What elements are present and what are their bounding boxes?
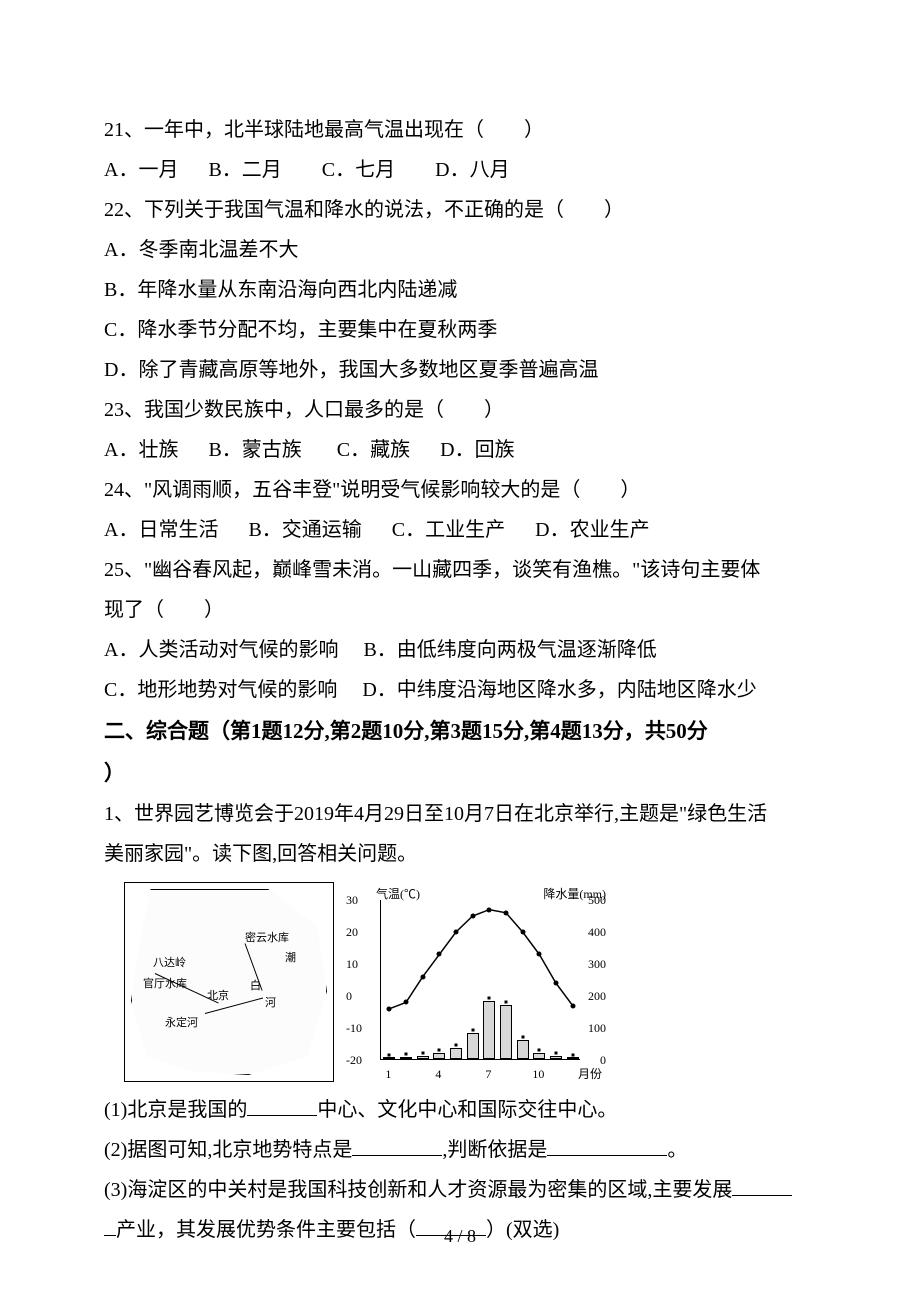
- q22-text: 22、下列关于我国气温和降水的说法，不正确的是（ ）: [104, 190, 816, 230]
- temp-tick: 10: [346, 958, 358, 970]
- cq1-l2: 美丽家园"。读下图,回答相关问题。: [104, 834, 816, 874]
- q25-l2: 现了（ ）: [104, 590, 816, 630]
- q25-l1: 25、"幽谷春风起，巅峰雪未消。一山藏四季，谈笑有渔樵。"该诗句主要体: [104, 550, 816, 590]
- temp-tick: -10: [346, 1022, 362, 1034]
- temp-point: [420, 974, 425, 979]
- cq1-p1a: (1)北京是我国的: [104, 1099, 247, 1121]
- temp-point: [520, 930, 525, 935]
- temp-point: [404, 1000, 409, 1005]
- label-bai: 白: [250, 981, 261, 992]
- q25-c: C．地形地势对气候的影响: [104, 679, 337, 701]
- label-he: 河: [265, 998, 276, 1009]
- temp-point: [470, 914, 475, 919]
- label-miyun: 密云水库: [245, 933, 289, 944]
- label-yongding: 永定河: [165, 1018, 198, 1029]
- blank-1[interactable]: [247, 1096, 317, 1116]
- cq1-p1: (1)北京是我国的 中心、文化中心和国际交往中心。: [104, 1090, 816, 1130]
- temp-tick: 20: [346, 926, 358, 938]
- section2-heading: 二、综合题（第1题12分,第2题10分,第3题15分,第4题13分，共50分 ）: [104, 710, 816, 794]
- q21-d: D．八月: [435, 159, 509, 181]
- precip-tick: 100: [588, 1022, 606, 1034]
- label-badaling: 八达岭: [153, 958, 186, 969]
- q21-b: B．二月: [208, 159, 281, 181]
- q25-d: D．中纬度沿海地区降水多，内陆地区降水少: [362, 679, 756, 701]
- temp-point: [387, 1006, 392, 1011]
- cq1-p3b: 产业，其发展优势条件主要包括（: [116, 1219, 416, 1241]
- temp-point: [437, 952, 442, 957]
- chart-plot-area: [380, 900, 580, 1060]
- climate-chart: 气温(℃) 降水量(mm) 月份 3020100-10-205004003002…: [346, 882, 606, 1082]
- q23-c: C．藏族: [337, 439, 410, 461]
- q21-c: C．七月: [322, 159, 395, 181]
- page-number: 4 / 8: [444, 1218, 476, 1254]
- cq1-p2b: ,判断依据是: [442, 1139, 547, 1161]
- month-tick: 10: [532, 1068, 544, 1080]
- cq1-l1: 1、世界园艺博览会于2019年4月29日至10月7日在北京举行,主题是"绿色生活: [104, 794, 816, 834]
- temp-point: [487, 907, 492, 912]
- q23-d: D．回族: [440, 439, 514, 461]
- q21-a: A．一月: [104, 159, 178, 181]
- figures-row: 密云水库 八达岭 官厅水库 北京 永定河 潮 白 河 气温(℃) 降水量(mm)…: [124, 882, 816, 1082]
- cq1-p2: (2)据图可知,北京地势特点是 ,判断依据是 。: [104, 1130, 816, 1170]
- temp-point: [454, 930, 459, 935]
- q24-d: D．农业生产: [535, 519, 649, 541]
- cq1-p1b: 中心、文化中心和国际交往中心。: [317, 1099, 617, 1121]
- q24-text: 24、"风调雨顺，五谷丰登"说明受气候影响较大的是（ ）: [104, 470, 816, 510]
- beijing-map: 密云水库 八达岭 官厅水库 北京 永定河 潮 白 河: [124, 882, 334, 1082]
- q25-cd: C．地形地势对气候的影响 D．中纬度沿海地区降水多，内陆地区降水少: [104, 670, 816, 710]
- month-tick: 7: [485, 1068, 491, 1080]
- temp-point: [504, 910, 509, 915]
- temp-point: [554, 981, 559, 986]
- q22-d: D．除了青藏高原等地外，我国大多数地区夏季普遍高温: [104, 350, 816, 390]
- cq1-p3a: (3)海淀区的中关村是我国科技创新和人才资源最为密集的区域,主要发展: [104, 1179, 732, 1201]
- blank-4[interactable]: [732, 1176, 792, 1196]
- temp-tick: -20: [346, 1054, 362, 1066]
- q25-ab: A．人类活动对气候的影响 B．由低纬度向两极气温逐渐降低: [104, 630, 816, 670]
- blank-3[interactable]: [547, 1136, 667, 1156]
- temp-point: [570, 1003, 575, 1008]
- q21-text: 21、一年中，北半球陆地最高气温出现在（ ）: [104, 110, 816, 150]
- q25-a: A．人类活动对气候的影响: [104, 639, 338, 661]
- q21-options: A．一月 B．二月 C．七月 D．八月: [104, 150, 816, 190]
- precip-tick: 500: [588, 894, 606, 906]
- temp-curve: [381, 900, 581, 1060]
- q23-a: A．壮族: [104, 439, 178, 461]
- precip-tick: 0: [600, 1054, 606, 1066]
- q24-c: C．工业生产: [392, 519, 505, 541]
- precip-tick: 200: [588, 990, 606, 1002]
- month-tick: 4: [435, 1068, 441, 1080]
- q25-b: B．由低纬度向两极气温逐渐降低: [363, 639, 656, 661]
- q24-options: A．日常生活 B．交通运输 C．工业生产 D．农业生产: [104, 510, 816, 550]
- q22-c: C．降水季节分配不均，主要集中在夏秋两季: [104, 310, 816, 350]
- temp-point: [537, 952, 542, 957]
- chart-x-label: 月份: [578, 1068, 602, 1080]
- cq1-p2a: (2)据图可知,北京地势特点是: [104, 1139, 352, 1161]
- blank-2[interactable]: [352, 1136, 442, 1156]
- label-chao: 潮: [285, 953, 296, 964]
- q24-a: A．日常生活: [104, 519, 218, 541]
- q22-b: B．年降水量从东南沿海向西北内陆递减: [104, 270, 816, 310]
- label-guanting: 官厅水库: [143, 979, 187, 990]
- q24-b: B．交通运输: [248, 519, 361, 541]
- cq1-p3c: ）(双选): [486, 1219, 559, 1241]
- q23-b: B．蒙古族: [208, 439, 301, 461]
- blank-4b[interactable]: [104, 1216, 116, 1236]
- label-beijing: 北京: [207, 991, 229, 1002]
- q23-text: 23、我国少数民族中，人口最多的是（ ）: [104, 390, 816, 430]
- precip-tick: 400: [588, 926, 606, 938]
- month-tick: 1: [385, 1068, 391, 1080]
- cq1-p3a-line: (3)海淀区的中关村是我国科技创新和人才资源最为密集的区域,主要发展: [104, 1170, 816, 1210]
- section2-l2: ）: [104, 752, 816, 794]
- q23-options: A．壮族 B．蒙古族 C．藏族 D．回族: [104, 430, 816, 470]
- cq1-p2c: 。: [667, 1139, 687, 1161]
- q22-a: A．冬季南北温差不大: [104, 230, 816, 270]
- temp-tick: 30: [346, 894, 358, 906]
- temp-tick: 0: [346, 990, 352, 1002]
- precip-tick: 300: [588, 958, 606, 970]
- section2-l1: 二、综合题（第1题12分,第2题10分,第3题15分,第4题13分，共50分: [104, 710, 816, 752]
